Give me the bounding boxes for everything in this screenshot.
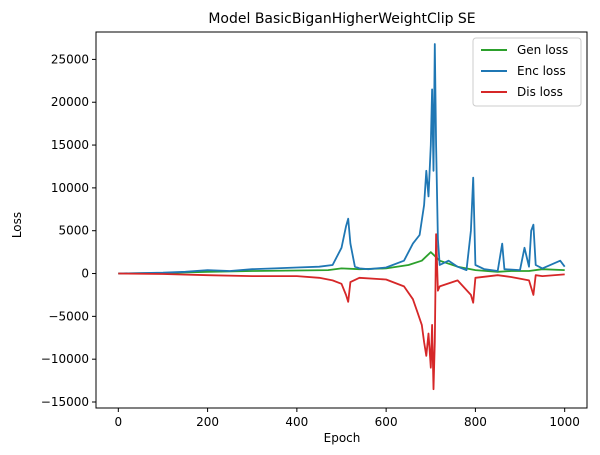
- x-tick-label: 1000: [549, 415, 580, 429]
- series-line-dis-loss: [118, 233, 565, 391]
- y-axis-label: Loss: [10, 212, 24, 238]
- y-tick-label: 5000: [58, 224, 89, 238]
- y-tick-label: 25000: [51, 52, 89, 66]
- x-tick-label: 600: [375, 415, 398, 429]
- x-tick-label: 200: [196, 415, 219, 429]
- legend-label-dis-loss: Dis loss: [517, 85, 563, 99]
- x-tick-label: 0: [114, 415, 122, 429]
- y-tick-label: 15000: [51, 138, 89, 152]
- plot-area: [118, 43, 566, 391]
- y-tick-label: −15000: [41, 395, 89, 409]
- legend-label-enc-loss: Enc loss: [517, 64, 566, 78]
- y-tick-label: −5000: [48, 309, 89, 323]
- y-tick-label: 20000: [51, 95, 89, 109]
- y-tick-label: 0: [81, 267, 89, 281]
- y-axis: −15000 −10000 −5000 0 5000 10000 15000 20000 250…: [41, 52, 96, 409]
- series-line-enc-loss: [118, 43, 566, 275]
- legend-box: [472, 37, 582, 107]
- legend-label-gen-loss: Gen loss: [517, 43, 568, 57]
- chart-title: Model BasicBiganHigherWeightClip SE: [208, 11, 475, 27]
- series-line-gen-loss: [118, 251, 565, 275]
- y-tick-label: −10000: [41, 352, 89, 366]
- x-axis-label: Epoch: [324, 431, 361, 445]
- legend: Gen loss Enc loss Dis loss: [472, 37, 582, 107]
- y-tick-label: 10000: [51, 181, 89, 195]
- x-tick-label: 800: [464, 415, 487, 429]
- x-tick-label: 400: [285, 415, 308, 429]
- plot-frame: [95, 31, 588, 409]
- x-axis: 0 200 400 600 800 1000: [114, 408, 580, 429]
